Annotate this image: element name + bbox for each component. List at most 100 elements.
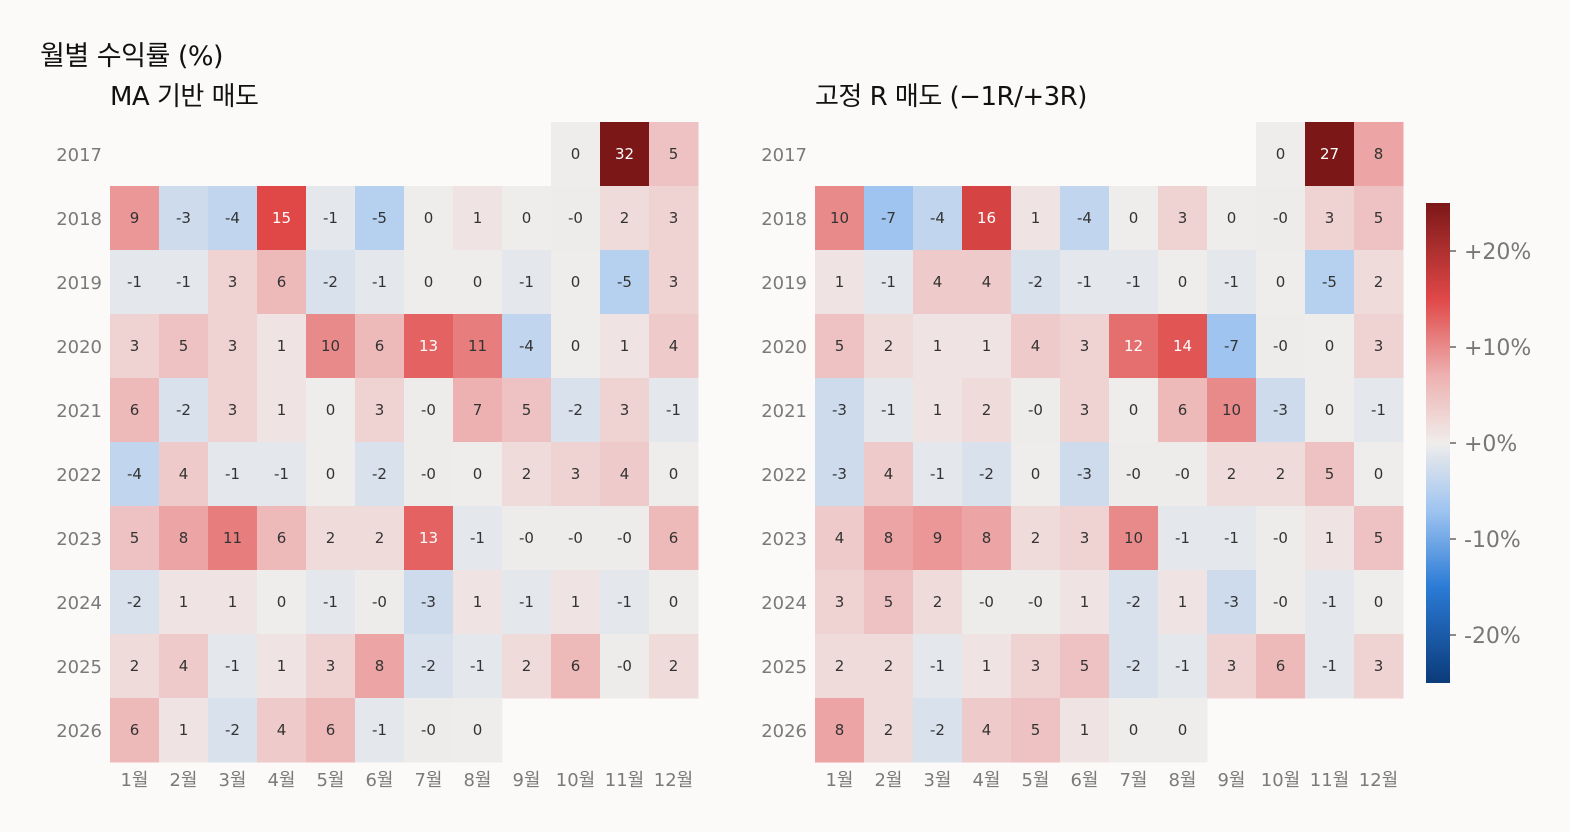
cell-value-label: 15: [272, 209, 291, 227]
heatmap-cell: [1158, 634, 1208, 699]
cell-value-label: 0: [669, 593, 679, 611]
heatmap-cell: [1109, 186, 1159, 251]
cell-value-label: 0: [473, 721, 483, 739]
cell-value-label: 0: [473, 465, 483, 483]
cell-value-label: 5: [1325, 465, 1335, 483]
cell-value-label: 1: [835, 273, 845, 291]
heatmap-cell: [1305, 314, 1355, 379]
cell-value-label: -7: [1224, 337, 1239, 355]
heatmap-cell: [864, 442, 914, 507]
cell-value-label: 14: [1173, 337, 1192, 355]
heatmap-cell: [1256, 314, 1306, 379]
cell-value-label: 1: [277, 657, 287, 675]
heatmap-cell: [551, 250, 601, 315]
heatmap-cell: [1256, 634, 1306, 699]
cell-value-label: 4: [933, 273, 943, 291]
cell-value-label: 4: [835, 529, 845, 547]
heatmap-cell: [404, 570, 454, 635]
heatmap-ma: 0 32 59 -3 -4 15 -1 -5 0 1 0 -0 2 3-1 -1 3 6 -2 -1 0 0 -1 0 -5 3…: [56, 122, 699, 791]
cell-value-label: 0: [1129, 721, 1139, 739]
cell-value-label: 2: [669, 657, 679, 675]
cell-value-label: 0: [424, 209, 434, 227]
heatmap-cell: [1207, 186, 1257, 251]
heatmap-cell: [208, 378, 258, 443]
cell-value-label: 5: [1374, 529, 1384, 547]
heatmap-cell: [1256, 186, 1306, 251]
heatmap-cell: [1207, 442, 1257, 507]
cell-value-label: -1: [1126, 273, 1141, 291]
cell-value-label: 2: [884, 337, 894, 355]
cell-value-label: -0: [1273, 209, 1288, 227]
cell-value-label: 1: [277, 401, 287, 419]
heatmap-cell: [649, 378, 699, 443]
heatmap-cell: [551, 634, 601, 699]
cell-value-label: 11: [223, 529, 242, 547]
heatmap-cell: [962, 442, 1012, 507]
cell-value-label: 10: [1124, 529, 1143, 547]
cell-value-label: -1: [1175, 529, 1190, 547]
heatmap-cell: [864, 634, 914, 699]
cell-value-label: 0: [1374, 593, 1384, 611]
cell-value-label: -1: [225, 657, 240, 675]
heatmap-cell: [913, 186, 963, 251]
y-tick-label: 2022: [761, 465, 807, 486]
cell-value-label: 4: [982, 273, 992, 291]
cell-value-label: 4: [1031, 337, 1041, 355]
cell-value-label: 1: [473, 209, 483, 227]
heatmap-cell: [208, 506, 258, 571]
colorbar-tick-label: -10%: [1464, 528, 1521, 553]
cell-value-label: 5: [522, 401, 532, 419]
cell-value-label: 6: [1276, 657, 1286, 675]
cell-value-label: 1: [228, 593, 238, 611]
x-tick-label: 2월: [874, 770, 902, 791]
cell-value-label: 0: [522, 209, 532, 227]
cell-value-label: -0: [421, 465, 436, 483]
cell-value-label: -1: [372, 273, 387, 291]
heatmap-cell: [1011, 442, 1061, 507]
heatmap-cell: [913, 442, 963, 507]
heatmap-cell: [502, 314, 552, 379]
cell-value-label: 32: [615, 145, 634, 163]
cell-value-label: -3: [1273, 401, 1288, 419]
cell-value-label: 5: [1374, 209, 1384, 227]
heatmap-cell: [1354, 506, 1404, 571]
heatmap-cell: [502, 378, 552, 443]
cell-value-label: 2: [522, 657, 532, 675]
heatmap-cell: [453, 250, 503, 315]
cell-value-label: -1: [666, 401, 681, 419]
cell-value-label: 0: [571, 337, 581, 355]
cell-value-label: -2: [323, 273, 338, 291]
heatmap-cell: [453, 698, 503, 763]
heatmap-cell: [208, 634, 258, 699]
heatmap-cell: [306, 186, 356, 251]
cell-value-label: 3: [326, 657, 336, 675]
heatmap-cell: [600, 634, 650, 699]
cell-value-label: 10: [1222, 401, 1241, 419]
heatmap-cell: [962, 634, 1012, 699]
heatmap-cell: [1207, 570, 1257, 635]
heatmap-cell: [257, 570, 307, 635]
cell-value-label: 1: [933, 337, 943, 355]
cell-value-label: 3: [1227, 657, 1237, 675]
heatmap-cell: [159, 250, 209, 315]
y-tick-label: 2022: [56, 465, 102, 486]
heatmap-cell: [962, 314, 1012, 379]
cell-value-label: -0: [421, 401, 436, 419]
heatmap-cell: [1109, 506, 1159, 571]
heatmap-cell: [159, 698, 209, 763]
heatmap-cell: [404, 250, 454, 315]
cell-value-label: -4: [127, 465, 142, 483]
cell-value-label: 3: [228, 273, 238, 291]
heatmap-cell: [453, 442, 503, 507]
cell-value-label: 1: [1031, 209, 1041, 227]
heatmap-cell: [864, 250, 914, 315]
heatmap-cell: [913, 698, 963, 763]
heatmap-cell: [453, 506, 503, 571]
cell-value-label: 1: [1080, 721, 1090, 739]
heatmap-cell: [1011, 634, 1061, 699]
cell-value-label: 3: [1374, 657, 1384, 675]
x-tick-label: 10월: [1261, 770, 1300, 791]
cell-value-label: -3: [1224, 593, 1239, 611]
cell-value-label: 3: [228, 337, 238, 355]
